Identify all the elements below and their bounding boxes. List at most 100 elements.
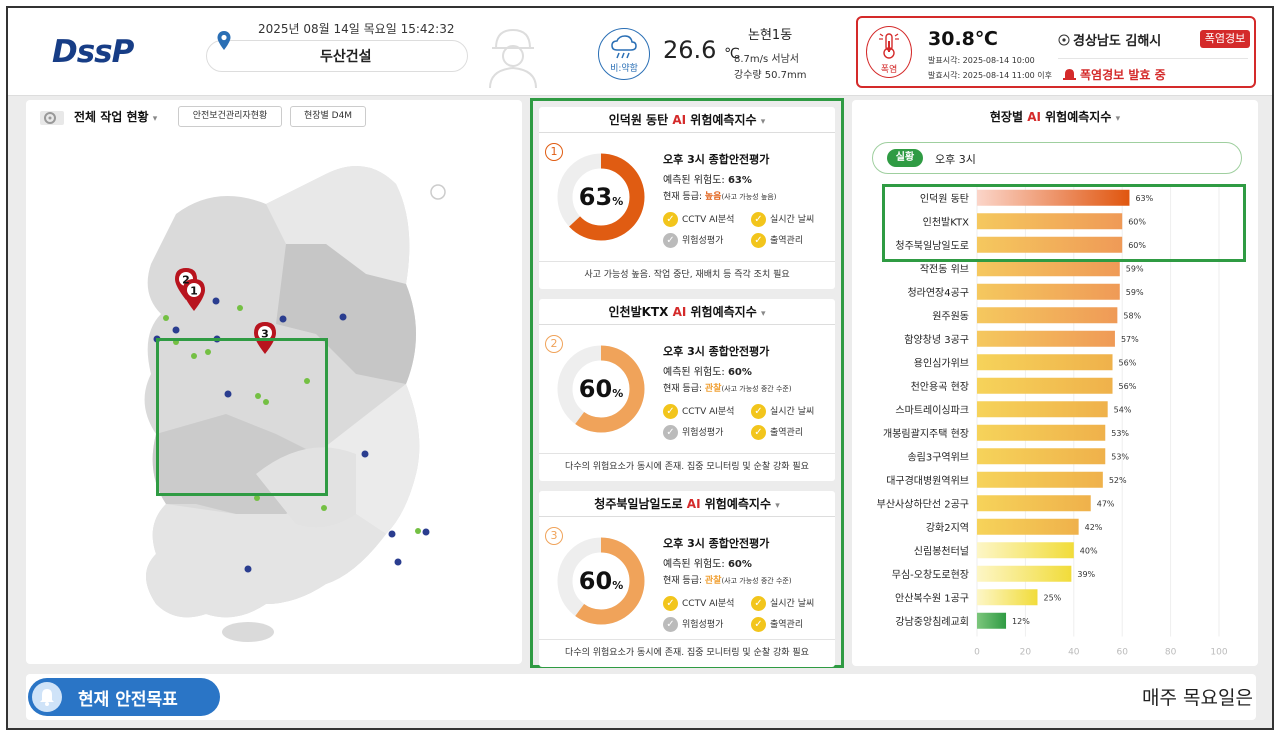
site-risk-bar-chart: 인덕원 동탄 63% 인천발KTX 60% 청주북일남일도로 60% 작전동 위브 59% 청라… — [877, 186, 1228, 658]
current-grade-label: 현재 등급: — [663, 384, 703, 394]
x-tick-label: 80 — [1165, 648, 1177, 658]
check-label: 실시간 날씨 — [770, 407, 815, 417]
weather-dong: 논현1동 — [748, 28, 793, 43]
check-label: 출역관리 — [770, 428, 804, 438]
current-grade: 현재 등급: 관찰(사고 가능성 중간 수준) — [663, 381, 792, 394]
heat-divider — [1058, 58, 1248, 59]
rank-badge: 3 — [545, 527, 563, 545]
predicted-risk: 예측된 위험도: 60% — [663, 363, 752, 378]
eval-title: 오후 3시 종합안전평가 — [663, 153, 770, 166]
bar — [977, 213, 1123, 230]
bar-value-label: 54% — [1114, 405, 1132, 414]
predicted-risk-value: 60% — [727, 559, 752, 570]
risk-card-site: 인천발KTX — [608, 305, 669, 319]
eval-title: 오후 3시 종합안전평가 — [663, 537, 770, 550]
risk-percent: 60% — [578, 567, 624, 595]
top3-highlight-box — [882, 184, 1246, 262]
current-grade-note: (사고 가능성 중간 수준) — [721, 385, 792, 393]
risk-card-1[interactable]: 인덕원 동탄 AI 위험예측지수 ▾ 1 63% 오후 3시 종합안전평가 예측… — [539, 107, 835, 289]
bar — [977, 424, 1106, 441]
bar-category-label: 안산복수원 1공구 — [895, 592, 969, 604]
chevron-down-icon[interactable]: ▾ — [760, 117, 766, 127]
map-highlight-box — [156, 338, 328, 496]
check-icon: ✓ — [663, 233, 678, 248]
check-label: 위험성평가 — [682, 620, 724, 630]
bar-value-label: 60% — [1128, 217, 1146, 226]
risk-percent-value: 63 — [578, 183, 613, 211]
tab-safety-manager[interactable]: 안전보건관리자현황 — [178, 106, 282, 127]
tab-site-d4m[interactable]: 현장별 D4M — [290, 106, 366, 127]
check-icon: ✓ — [663, 404, 678, 419]
risk-percent-value: 60 — [578, 567, 613, 595]
bar — [977, 589, 1038, 606]
bell-circle — [32, 682, 62, 712]
check-label: 위험성평가 — [682, 236, 724, 246]
gear-icon — [40, 111, 64, 125]
check-icon: ✓ — [751, 233, 766, 248]
bar-value-label: 59% — [1126, 264, 1144, 273]
predicted-risk-label: 예측된 위험도: — [663, 175, 725, 186]
company-name: 두산건설 — [320, 49, 372, 65]
siren-icon — [1063, 69, 1076, 80]
bar-value-label: 25% — [1044, 593, 1062, 602]
actual-badge: 실황 — [887, 149, 923, 167]
heat-alert-box[interactable]: 폭염 30.8℃ 발표시각: 2025-08-14 10:00 발효시각: 20… — [856, 16, 1256, 88]
predicted-risk: 예측된 위험도: 60% — [663, 555, 752, 570]
notice-ticker: 매주 목요일은 — [1142, 687, 1253, 709]
risk-card-2[interactable]: 인천발KTX AI 위험예측지수 ▾ 2 60% 오후 3시 종합안전평가 예측… — [539, 299, 835, 481]
check-weather: ✓ 실시간 날씨 — [751, 212, 814, 227]
work-status-title[interactable]: 전체 작업 현황 ▾ — [74, 108, 157, 125]
check-icon: ✓ — [663, 425, 678, 440]
bar-category-label: 부산사상하단선 2공구 — [877, 497, 969, 510]
actual-selector[interactable]: 실황 오후 3시 — [872, 142, 1242, 174]
check-icon: ✓ — [751, 425, 766, 440]
map-pin-1[interactable]: 1 — [190, 285, 198, 298]
risk-card-footer: 사고 가능성 높음. 작업 중단, 재배치 등 즉각 조치 필요 — [539, 261, 835, 289]
bar — [977, 495, 1091, 512]
bar — [977, 565, 1072, 582]
bar-category-label: 원주원동 — [932, 310, 969, 322]
bar — [977, 471, 1103, 488]
check-attendance: ✓ 출역관리 — [751, 617, 803, 632]
bar-category-label: 인덕원 동탄 — [920, 193, 969, 205]
check-risk-assessment: ✓ 위험성평가 — [663, 425, 723, 440]
bar — [977, 401, 1108, 418]
chart-x-axis: 0 20 40 60 80 100 — [974, 648, 1228, 658]
bar — [977, 330, 1115, 347]
risk-donut-chart — [557, 345, 645, 433]
rank-badge: 1 — [545, 143, 563, 161]
check-cctv: ✓ CCTV AI분석 — [663, 212, 734, 227]
predicted-risk-value: 63% — [727, 175, 752, 186]
weather-condition: 비:약함 — [598, 28, 650, 80]
korea-map[interactable]: 2 1 3 — [26, 134, 522, 664]
risk-percent: 60% — [578, 375, 624, 403]
bar-category-label: 작전동 위브 — [920, 262, 969, 275]
risk-cards-column: 인덕원 동탄 AI 위험예측지수 ▾ 1 63% 오후 3시 종합안전평가 예측… — [530, 98, 844, 668]
check-label: 실시간 날씨 — [770, 215, 815, 225]
risk-card-3[interactable]: 청주북일남일도로 AI 위험예측지수 ▾ 3 60% 오후 3시 종합안전평가 … — [539, 491, 835, 667]
chevron-down-icon[interactable]: ▾ — [760, 309, 766, 319]
heat-icon-label: 폭염 — [880, 65, 898, 75]
logo[interactable]: DssP — [52, 34, 134, 70]
bar-value-label: 58% — [1123, 311, 1141, 320]
bar-value-label: 52% — [1109, 476, 1127, 485]
bar-value-label: 40% — [1080, 546, 1098, 555]
bar — [977, 518, 1079, 535]
risk-donut-arc — [557, 537, 645, 625]
x-tick-label: 40 — [1068, 648, 1080, 658]
predicted-risk: 예측된 위험도: 63% — [663, 171, 752, 186]
work-status-panel: 전체 작업 현황 ▾ 안전보건관리자현황 현장별 D4M — [26, 100, 522, 664]
check-icon: ✓ — [663, 617, 678, 632]
bar-category-label: 개봉림괄지주택 현장 — [883, 428, 969, 440]
ai-label: AI — [672, 113, 687, 127]
current-grade-note: (사고 가능성 높음) — [721, 193, 777, 201]
current-grade-label: 현재 등급: — [663, 192, 703, 202]
chevron-down-icon[interactable]: ▾ — [775, 501, 780, 511]
safety-goal-button[interactable]: 현재 안전목표 — [28, 678, 220, 716]
site-risk-title[interactable]: 현장별 AI 위험예측지수 ▾ — [852, 108, 1258, 125]
temperature-unit: ℃ — [724, 46, 740, 62]
x-tick-label: 20 — [1020, 648, 1032, 658]
weather-wind: 8.7m/s 서남서 — [734, 54, 800, 65]
map-pin-3[interactable]: 3 — [261, 328, 269, 341]
map-pin-2[interactable]: 2 — [182, 274, 190, 287]
